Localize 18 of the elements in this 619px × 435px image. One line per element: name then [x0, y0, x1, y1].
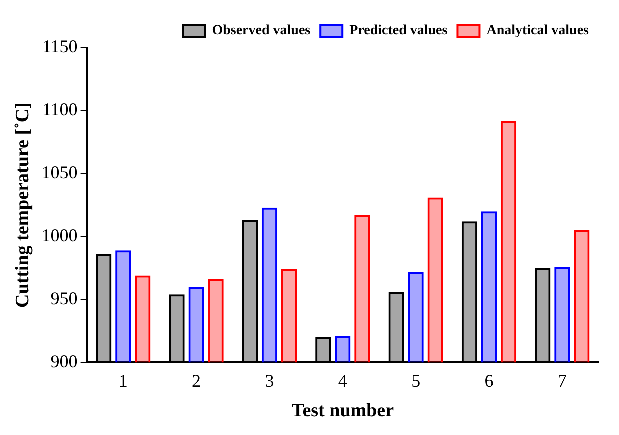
x-tick-label: 2	[192, 371, 202, 392]
legend-label: Predicted values	[350, 24, 448, 39]
x-tick-label: 5	[412, 371, 421, 392]
x-tick-label: 7	[558, 371, 567, 392]
x-axis-title: Test number	[292, 400, 395, 422]
legend-label: Observed values	[212, 24, 312, 39]
y-tick-label: 950	[50, 288, 78, 308]
y-axis-title: Cutting temperature [˚C]	[12, 102, 34, 308]
y-tick-label: 1000	[42, 225, 78, 246]
y-tick-label: 1050	[42, 162, 78, 183]
y-tick-label: 1150	[42, 36, 78, 57]
x-tick-label: 6	[484, 371, 494, 392]
y-tick-label: 1100	[42, 100, 78, 120]
legend-label: Analytical values	[486, 24, 590, 39]
x-tick-label: 1	[118, 371, 128, 392]
y-tick-label: 900	[50, 351, 78, 372]
x-tick-label: 3	[265, 371, 274, 392]
x-tick-label: 4	[338, 371, 348, 392]
